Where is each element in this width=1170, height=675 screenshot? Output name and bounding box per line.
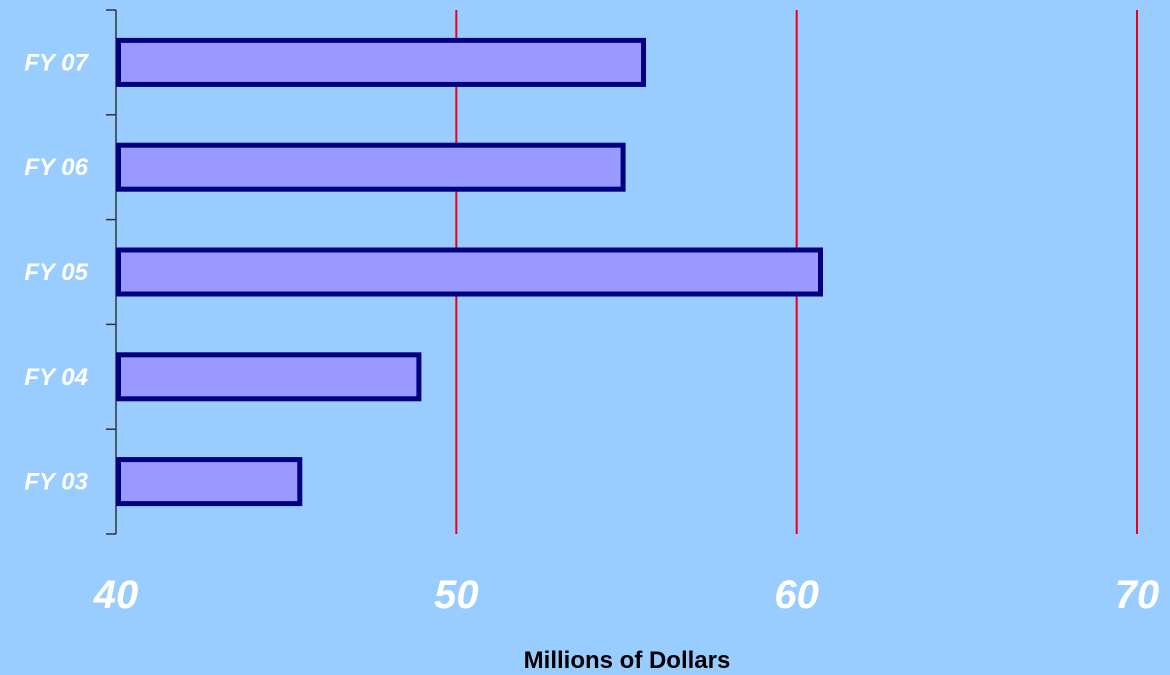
bar-fy-04 [116, 352, 422, 402]
bar-fy-06 [116, 142, 626, 192]
bar-fy-03 [116, 457, 303, 507]
x-tick-labels: 40 50 60 70 [93, 573, 1160, 617]
category-label-fy-04: FY 04 [24, 364, 88, 391]
x-tick-label-50: 50 [434, 573, 479, 617]
category-label-fy-06: FY 06 [24, 154, 88, 181]
x-tick-label-40: 40 [93, 573, 139, 617]
bars [116, 37, 823, 507]
category-label-fy-07: FY 07 [24, 49, 89, 76]
x-tick-label-70: 70 [1115, 573, 1160, 617]
category-label-fy-03: FY 03 [24, 469, 88, 496]
x-axis-title: Millions of Dollars [524, 647, 731, 674]
category-labels: FY 07 FY 06 FY 05 FY 04 FY 03 [24, 49, 89, 495]
x-tick-label-60: 60 [774, 573, 819, 617]
bar-fy-07 [116, 37, 647, 87]
category-label-fy-05: FY 05 [24, 259, 88, 286]
bar-fy-05 [116, 247, 823, 297]
